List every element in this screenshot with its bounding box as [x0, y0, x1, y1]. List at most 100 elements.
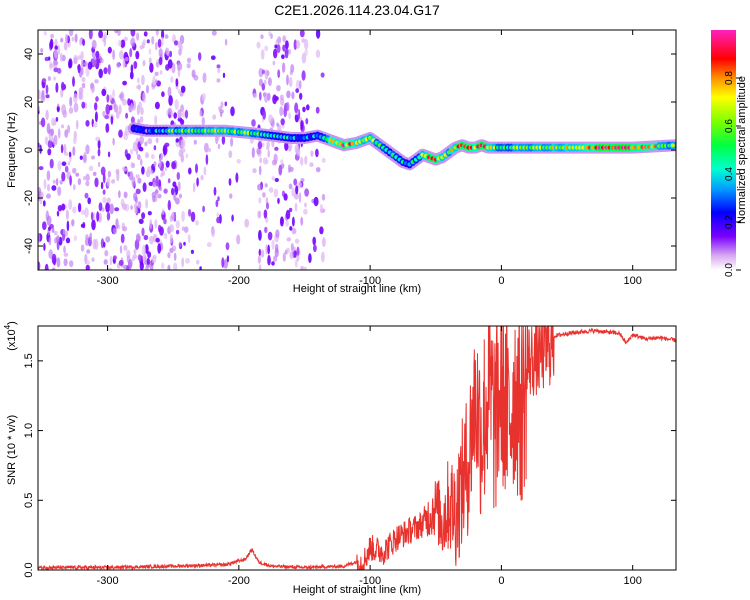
noise-blob	[145, 198, 149, 209]
noise-blob	[172, 181, 177, 188]
noise-blob	[287, 164, 291, 174]
noise-blob	[157, 243, 162, 254]
noise-blob	[101, 88, 107, 97]
noise-blob	[68, 60, 72, 69]
colorbar-tick-label: 0.2	[724, 215, 735, 229]
noise-blob	[119, 50, 124, 60]
noise-blob	[130, 205, 133, 210]
spectrogram-ridge	[127, 122, 676, 171]
noise-blob	[267, 77, 272, 87]
noise-blob	[230, 137, 234, 147]
noise-blob	[222, 72, 226, 78]
noise-blob	[264, 226, 268, 234]
noise-blob	[161, 91, 165, 98]
noise-blob	[171, 211, 177, 221]
noise-blob	[304, 202, 307, 208]
noise-blob	[202, 72, 207, 83]
noise-blob	[260, 249, 265, 258]
noise-blob	[165, 47, 169, 55]
noise-blob	[267, 231, 273, 241]
noise-blob	[158, 157, 162, 169]
noise-blob	[283, 193, 288, 201]
noise-blob	[164, 34, 169, 39]
noise-blob	[201, 116, 205, 126]
noise-blob	[122, 80, 127, 86]
noise-blob	[294, 144, 300, 154]
noise-blob	[273, 48, 278, 59]
noise-blob	[72, 76, 75, 87]
noise-blob	[130, 102, 134, 112]
noise-blob	[72, 146, 76, 157]
noise-blob	[167, 86, 172, 98]
noise-blob	[130, 30, 136, 37]
noise-blob	[285, 209, 291, 220]
noise-blob	[152, 75, 156, 86]
noise-blob	[137, 154, 141, 161]
noise-blob	[80, 244, 85, 252]
noise-blob	[198, 52, 202, 61]
noise-blob	[167, 59, 173, 69]
noise-blob	[75, 119, 79, 130]
noise-blob	[173, 191, 177, 201]
noise-blob	[98, 68, 103, 79]
noise-blob	[161, 208, 165, 215]
noise-blob	[87, 61, 93, 70]
noise-blob	[135, 188, 141, 195]
noise-blob	[147, 251, 152, 259]
noise-blob	[118, 129, 123, 138]
bottom-x-axis-label: Height of straight line (km)	[293, 584, 421, 596]
noise-blob	[304, 49, 308, 57]
noise-blob	[81, 77, 86, 83]
noise-blob	[131, 256, 136, 262]
noise-blob	[281, 54, 285, 59]
noise-blob	[116, 111, 120, 119]
noise-blob	[142, 182, 147, 192]
noise-blob	[282, 44, 286, 52]
noise-blob	[146, 39, 150, 44]
colorbar-tick-label: 0.8	[724, 71, 735, 85]
noise-blob	[91, 219, 96, 231]
noise-blob	[204, 142, 209, 153]
noise-blob	[295, 88, 300, 93]
noise-blob	[94, 177, 99, 188]
noise-blob	[188, 208, 192, 217]
noise-blob	[116, 62, 121, 69]
noise-blob	[178, 241, 182, 248]
noise-blob	[178, 48, 182, 56]
noise-blob	[38, 233, 41, 244]
noise-blob	[118, 259, 124, 266]
spectrogram-noise	[38, 30, 326, 270]
noise-blob	[139, 135, 145, 145]
noise-blob	[190, 211, 196, 222]
snr-panel: -300 -200 -100 0 100 0.0 0.5 1.0 1.5 Height of …	[3, 321, 677, 596]
noise-blob	[106, 197, 111, 204]
noise-blob	[151, 191, 157, 198]
noise-blob	[122, 98, 127, 106]
noise-blob	[186, 57, 192, 64]
noise-blob	[164, 166, 168, 172]
noise-blob	[306, 104, 310, 111]
noise-blob	[51, 185, 57, 191]
noise-blob	[49, 158, 54, 169]
noise-blob	[79, 38, 82, 47]
noise-blob	[38, 261, 41, 270]
noise-blob	[181, 257, 185, 268]
noise-blob	[56, 257, 61, 268]
noise-blob	[73, 57, 78, 64]
noise-blob	[251, 119, 256, 127]
noise-blob	[265, 244, 269, 255]
noise-blob	[293, 192, 299, 200]
noise-blob	[134, 196, 138, 204]
y-multiplier-exp: 4	[3, 324, 12, 329]
noise-blob	[173, 252, 177, 261]
noise-blob	[57, 44, 61, 55]
noise-blob	[155, 237, 160, 243]
noise-blob	[296, 246, 300, 256]
noise-blob	[295, 40, 301, 49]
x-tick-label: -100	[359, 275, 381, 287]
noise-blob	[114, 207, 120, 212]
noise-blob	[50, 33, 54, 39]
noise-blob	[153, 161, 157, 168]
noise-blob	[262, 157, 268, 165]
